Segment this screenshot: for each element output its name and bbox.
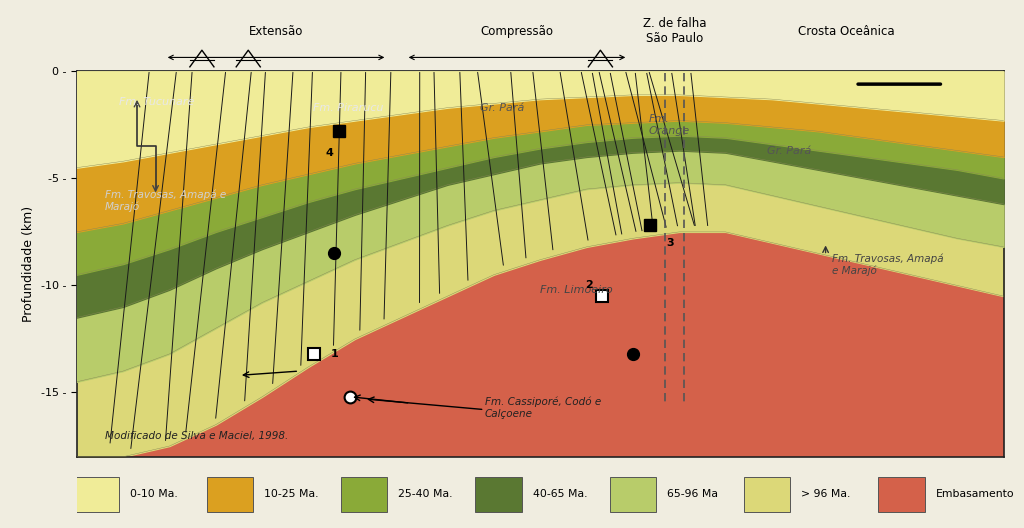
Text: Fm. Travosas, Amapá
e Marajó: Fm. Travosas, Amapá e Marajó: [833, 253, 944, 276]
Text: Embasamento: Embasamento: [936, 489, 1015, 499]
Text: Compressão: Compressão: [480, 25, 554, 38]
Text: 2: 2: [585, 280, 593, 290]
Bar: [341, 477, 387, 512]
Text: 0-10 Ma.: 0-10 Ma.: [130, 489, 177, 499]
Text: Fm. Limoeiro: Fm. Limoeiro: [541, 286, 612, 295]
Text: 1: 1: [331, 349, 339, 359]
Text: 10-25 Ma.: 10-25 Ma.: [264, 489, 318, 499]
Text: 25-40 Ma.: 25-40 Ma.: [398, 489, 453, 499]
Bar: [72, 477, 119, 512]
Text: Z. de falha
São Paulo: Z. de falha São Paulo: [643, 17, 707, 45]
Text: Gr. Pará: Gr. Pará: [767, 146, 812, 156]
Bar: [207, 477, 253, 512]
Text: 65-96 Ma: 65-96 Ma: [667, 489, 718, 499]
Text: Fm.
Orange: Fm. Orange: [648, 114, 690, 136]
Text: 4: 4: [326, 148, 333, 158]
Text: Crosta Oceânica: Crosta Oceânica: [798, 25, 894, 38]
Text: Extensão: Extensão: [249, 25, 303, 38]
Text: Gr. Pará: Gr. Pará: [480, 103, 524, 114]
Y-axis label: Profundidade (km): Profundidade (km): [23, 206, 35, 322]
Text: > 96 Ma.: > 96 Ma.: [802, 489, 851, 499]
Text: Fm. Travosas, Amapá e
Marajó: Fm. Travosas, Amapá e Marajó: [104, 189, 226, 212]
Bar: [475, 477, 521, 512]
Bar: [609, 477, 656, 512]
Bar: [879, 477, 925, 512]
Text: Modificado de Silva e Maciel, 1998.: Modificado de Silva e Maciel, 1998.: [104, 431, 288, 441]
Bar: [744, 477, 791, 512]
Text: Fm. Cassiporé, Codó e
Calçoene: Fm. Cassiporé, Codó e Calçoene: [484, 397, 601, 419]
Text: 3: 3: [667, 238, 674, 248]
Polygon shape: [77, 232, 1004, 457]
Text: Fm. Tucunaré: Fm. Tucunaré: [119, 97, 194, 107]
Text: 40-65 Ma.: 40-65 Ma.: [532, 489, 587, 499]
Text: Fm. Pirarucu: Fm. Pirarucu: [313, 103, 384, 114]
